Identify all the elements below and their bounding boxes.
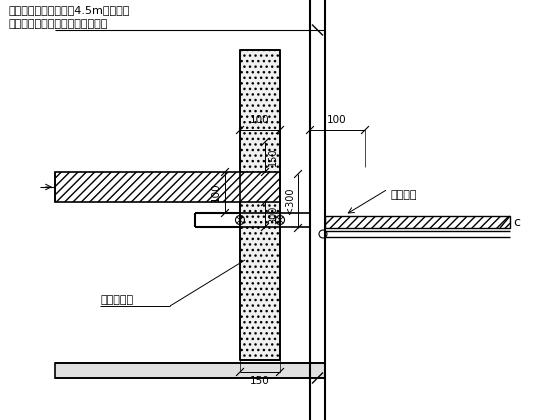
- Text: c: c: [513, 215, 520, 228]
- Bar: [240, 50, 280, 360]
- Bar: [55, 172, 280, 202]
- Text: 150: 150: [250, 376, 270, 386]
- Text: 100: 100: [250, 115, 270, 125]
- Text: <300: <300: [285, 188, 295, 214]
- Text: 300: 300: [268, 205, 278, 224]
- Text: 100: 100: [327, 115, 347, 125]
- Text: 预埋短钢管（水平间距4.5m、竖直方
向每层楼均设置）与梁内钢筋焊接: 预埋短钢管（水平间距4.5m、竖直方 向每层楼均设置）与梁内钢筋焊接: [8, 5, 129, 29]
- Text: 150: 150: [268, 148, 278, 166]
- Bar: [55, 363, 325, 378]
- Bar: [325, 216, 510, 228]
- Text: 木脚手板: 木脚手板: [390, 190, 417, 200]
- Text: 100: 100: [211, 183, 221, 202]
- Text: 刚性连接杆: 刚性连接杆: [100, 295, 133, 305]
